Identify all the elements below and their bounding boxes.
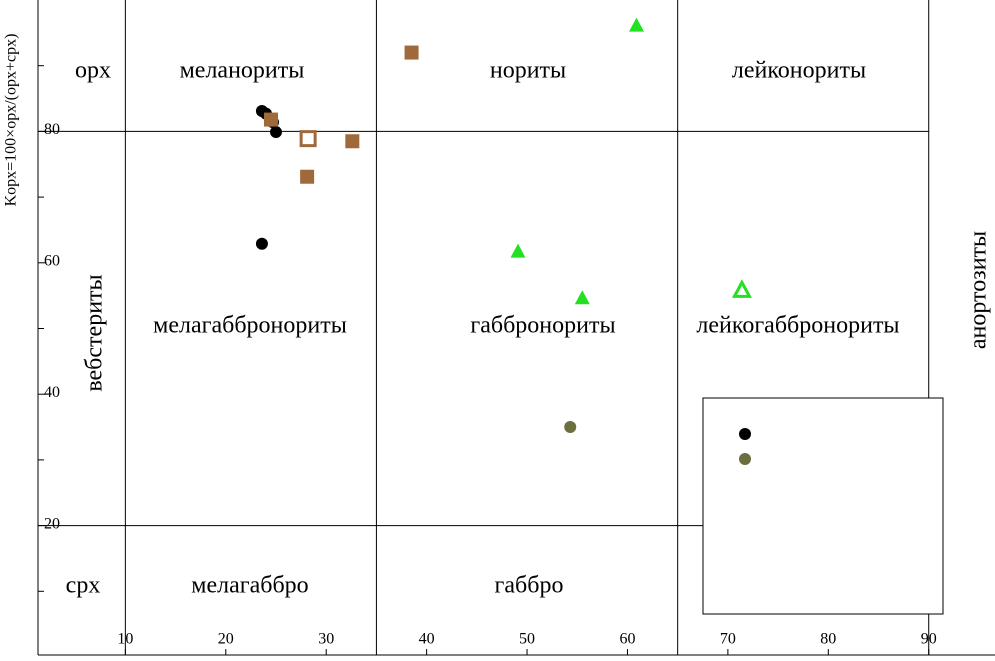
x-tick-label: 90 bbox=[921, 631, 937, 648]
point bbox=[263, 112, 278, 127]
legend-box bbox=[702, 397, 944, 615]
field-label: анортозиты bbox=[966, 231, 992, 349]
y-tick-label: 20 bbox=[44, 515, 60, 532]
x-tick-label: 10 bbox=[117, 631, 133, 648]
x-tick-label: 80 bbox=[820, 631, 836, 648]
field-label: габбро bbox=[495, 573, 564, 599]
x-tick-label: 20 bbox=[218, 631, 234, 648]
field-label: меланориты bbox=[180, 58, 305, 84]
y-tick-label: 80 bbox=[44, 121, 60, 138]
point bbox=[255, 237, 268, 250]
field-label: нориты bbox=[490, 58, 566, 84]
field-label: лейкогаббронориты bbox=[696, 313, 899, 339]
point bbox=[300, 169, 315, 184]
field-label: габбронориты bbox=[470, 313, 615, 339]
y-tick-label: 40 bbox=[44, 384, 60, 401]
field-label: мелагаббронориты bbox=[153, 313, 347, 339]
point bbox=[510, 243, 526, 258]
x-tick-label: 60 bbox=[619, 631, 635, 648]
point bbox=[731, 279, 752, 298]
x-tick-label: 40 bbox=[419, 631, 435, 648]
point bbox=[299, 130, 317, 148]
field-label: opx bbox=[75, 58, 111, 84]
point bbox=[739, 428, 751, 440]
x-tick-label: 30 bbox=[318, 631, 334, 648]
field-label: cpx bbox=[66, 573, 101, 599]
point bbox=[404, 45, 419, 60]
point bbox=[345, 134, 360, 149]
field-label: лейконориты bbox=[732, 58, 866, 84]
point bbox=[574, 290, 590, 305]
x-tick-label: 50 bbox=[519, 631, 535, 648]
point bbox=[564, 421, 577, 434]
point bbox=[739, 453, 751, 465]
point bbox=[629, 17, 645, 32]
x-tick-label: 70 bbox=[720, 631, 736, 648]
field-label: мелагаббро bbox=[191, 573, 308, 599]
field-label: вебстериты bbox=[82, 274, 108, 391]
point bbox=[269, 126, 282, 139]
y-axis-title: Kopx=100×opx/(opx+cpx) bbox=[3, 34, 20, 207]
y-tick-label: 60 bbox=[44, 252, 60, 269]
